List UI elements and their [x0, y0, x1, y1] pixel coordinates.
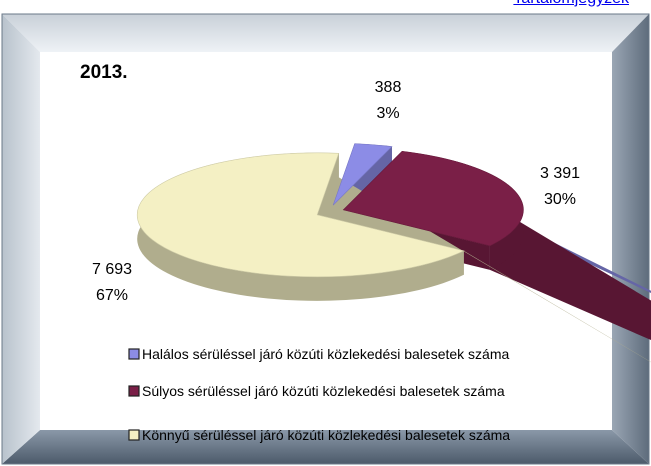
chart-title: 2013.	[80, 62, 128, 83]
data-label: 3%	[376, 105, 399, 122]
legend-label: Könnyű sérüléssel járó közúti közlekedés…	[142, 427, 510, 443]
data-label: 388	[375, 79, 402, 96]
slice-rim	[137, 152, 464, 301]
legend-swatch	[128, 429, 140, 441]
frame-left	[2, 14, 40, 464]
slice	[332, 143, 393, 206]
data-label: 67%	[96, 287, 128, 304]
slice-rim	[402, 151, 651, 341]
slice	[136, 152, 465, 278]
frame-bottom	[2, 430, 649, 464]
slice	[342, 150, 524, 247]
toc-link[interactable]: Tartalomjegyzék	[513, 0, 629, 8]
legend-swatch	[128, 385, 140, 397]
data-label: 7 693	[92, 261, 132, 278]
frame-right	[612, 14, 649, 464]
frame-top	[2, 14, 649, 52]
legend-label: Súlyos sérüléssel járó közúti közlekedés…	[142, 383, 505, 399]
data-label: 30%	[544, 191, 576, 208]
frame-border	[1, 13, 650, 465]
legend-swatch	[128, 348, 140, 360]
legend-label: Halálos sérüléssel járó közúti közlekedé…	[142, 346, 510, 362]
pie	[136, 143, 651, 363]
data-label: 3 391	[540, 165, 580, 182]
